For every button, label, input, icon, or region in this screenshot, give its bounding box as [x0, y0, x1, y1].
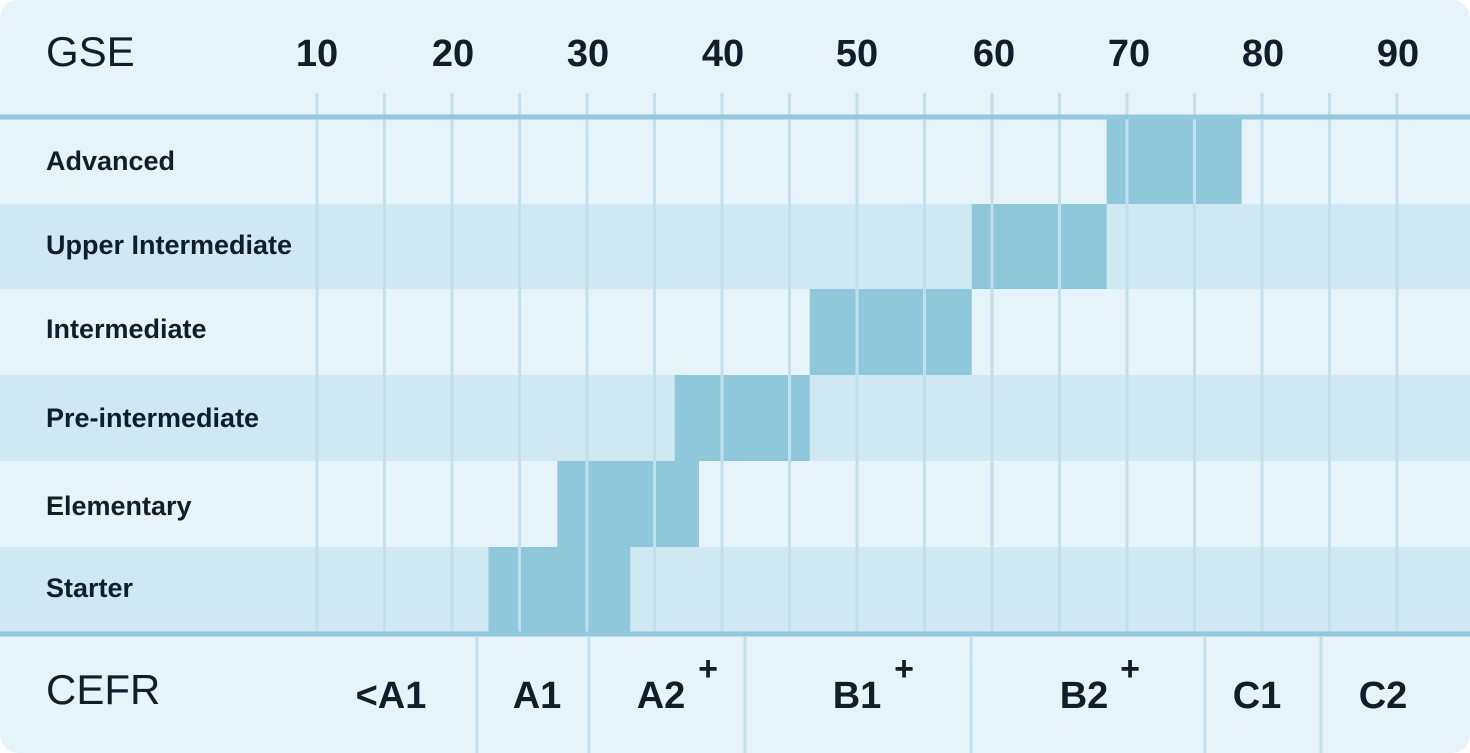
gse-tick-label: 80: [1241, 33, 1285, 75]
cefr-plus-marker: +: [894, 650, 914, 688]
cefr-band-label: A1: [512, 675, 562, 717]
range-bar: [1106, 119, 1242, 204]
gse-tick-label: 40: [701, 33, 745, 75]
row-stripe: [0, 289, 1470, 375]
range-bar: [488, 547, 631, 633]
cefr-band-label: <A1: [355, 675, 427, 717]
range-bar: [971, 204, 1107, 289]
level-label-intermediate: Intermediate: [46, 314, 207, 344]
cefr-plus-marker: +: [698, 650, 718, 688]
cefr-axis-label: CEFR: [46, 666, 161, 713]
range-bar: [809, 289, 972, 375]
level-label-advanced: Advanced: [46, 146, 176, 176]
cefr-band-label: C1: [1232, 675, 1282, 717]
level-label-pre-intermediate: Pre-intermediate: [46, 403, 260, 433]
gse-tick-label: 90: [1376, 33, 1420, 75]
cefr-plus-marker: +: [1120, 650, 1140, 688]
gse-tick-label: 30: [566, 33, 610, 75]
gse-tick-label: 60: [972, 33, 1016, 75]
gse-tick-label: 20: [431, 33, 475, 75]
gse-tick-label: 70: [1107, 33, 1151, 75]
cefr-band-label: B1: [832, 675, 882, 717]
row-stripe: [0, 119, 1470, 204]
range-bar: [674, 375, 810, 461]
range-bar: [557, 461, 700, 547]
cefr-band-label: B2: [1059, 675, 1109, 717]
level-label-starter: Starter: [46, 573, 134, 603]
level-label-upper-intermediate: Upper Intermediate: [46, 230, 293, 260]
cefr-band-label: A2: [636, 675, 686, 717]
level-label-elementary: Elementary: [46, 491, 192, 521]
row-stripe: [0, 461, 1470, 547]
cefr-band-label: C2: [1358, 675, 1408, 717]
gse-tick-label: 50: [835, 33, 879, 75]
gse-tick-label: 10: [295, 33, 339, 75]
row-stripe: [0, 204, 1470, 289]
row-stripe: [0, 547, 1470, 633]
gse-axis-label: GSE: [46, 28, 135, 75]
